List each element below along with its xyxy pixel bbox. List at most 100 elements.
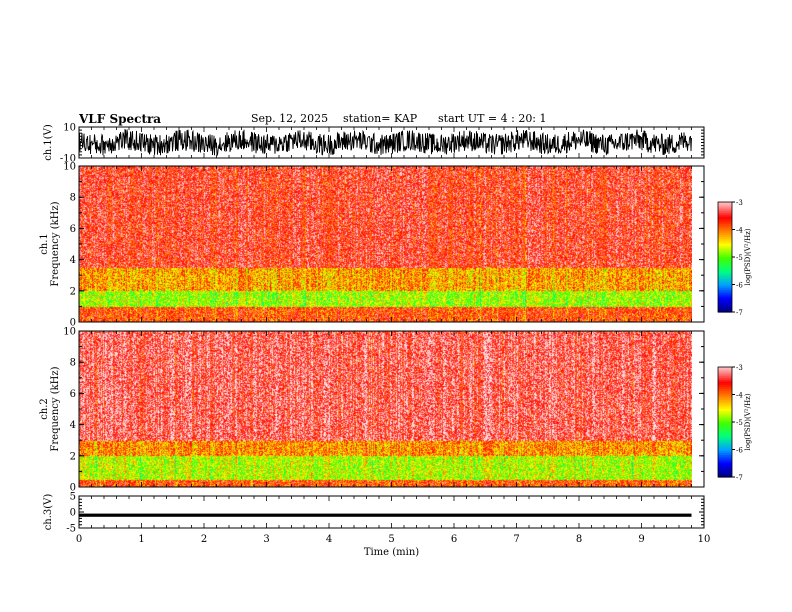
ch1-ylabel: ch.1(V) <box>43 124 54 161</box>
ch1-colorbar-cell <box>718 310 732 313</box>
time-tick-label: 2 <box>201 534 207 545</box>
ch1-waveform-ytick-label: 10 <box>63 123 76 134</box>
ch2-colorbar-cell <box>718 390 732 394</box>
time-axis-label: Time (min) <box>364 547 419 558</box>
ch3-waveform-ytick-label: -5 <box>66 524 76 535</box>
ch1-colorbar-cell <box>718 306 732 309</box>
ch2-colorbar-cell <box>718 453 732 456</box>
ch1-colorbar-cell <box>718 202 732 205</box>
ch2-colorbar-cell <box>718 412 732 416</box>
ch2-colorbar-cell <box>718 381 732 385</box>
time-tick-label: 1 <box>138 534 144 545</box>
ch2-colorbar-cell <box>718 471 732 474</box>
time-tick-label: 7 <box>513 534 519 545</box>
ch1-colorbar-cell <box>718 301 732 304</box>
time-tick-label: 0 <box>76 534 82 545</box>
ch1-colorbar-cell <box>718 213 732 216</box>
ch1-spectrogram-ytick-label: 4 <box>70 255 76 266</box>
ch2-colorbar-cell <box>718 409 732 412</box>
date-label: Sep. 12, 2025 <box>251 112 329 125</box>
ch2-colorbar-cell <box>718 400 732 403</box>
ch2-colorbar-tick-label: -7 <box>736 474 743 482</box>
ch1-colorbar-cell <box>718 249 732 253</box>
ch1-spectrogram-ylabel: ch.1Frequency (kHz) <box>39 201 61 286</box>
ch2-colorbar-cell <box>718 401 732 405</box>
ch2-colorbar-cell <box>718 469 732 473</box>
ch2-colorbar-cell <box>718 367 732 370</box>
ch2-colorbar-cell <box>718 396 732 399</box>
time-tick-label: 4 <box>326 534 332 545</box>
ch2-spectrogram-ytick-label: 2 <box>70 451 76 462</box>
ch2-colorbar-cell <box>718 449 732 452</box>
ch2-colorbar-cell <box>718 429 732 432</box>
ch2-colorbar-cell <box>718 376 732 379</box>
ch2-colorbar-cell <box>718 387 732 390</box>
ch1-colorbar-cell <box>718 224 732 227</box>
ch2-colorbar-cell <box>718 466 732 469</box>
ch1-colorbar-cell <box>718 297 732 300</box>
ch1-colorbar-cell <box>718 238 732 242</box>
ch2-colorbar-tick-label: -5 <box>736 419 743 427</box>
ch2-spectrogram-ylabel-line: ch.2 <box>39 398 50 420</box>
ch1-colorbar-cell <box>718 207 732 210</box>
ch1-waveform-line <box>78 128 692 156</box>
ch2-colorbar-cell <box>718 458 732 462</box>
ch1-colorbar-cell <box>718 299 732 302</box>
ch1-colorbar-cell <box>718 214 732 218</box>
ch1-colorbar-tick-label: -3 <box>736 199 743 207</box>
time-tick-label: 5 <box>388 534 394 545</box>
ch2-colorbar-tick-label: -4 <box>736 392 743 400</box>
ch1-colorbar-cell <box>718 216 732 220</box>
ch1-colorbar-cell <box>718 260 732 264</box>
ch2-colorbar-cell <box>718 456 732 460</box>
ch2-colorbar-cell <box>718 405 732 408</box>
ch1-colorbar-cell <box>718 279 732 282</box>
ch2-colorbar-cell <box>718 447 732 451</box>
ch1-colorbar-cell <box>718 244 732 247</box>
ch2-colorbar-cell <box>718 473 732 476</box>
ch2-colorbar-cell <box>718 451 732 454</box>
ch2-colorbar-cell <box>718 414 732 418</box>
ch1-colorbar-cell <box>718 227 732 231</box>
ch1-colorbar-cell <box>718 235 732 238</box>
station-label: station= KAP <box>343 112 418 125</box>
ch2-colorbar-tick-label: -3 <box>736 364 743 372</box>
ch2-colorbar-cell <box>718 462 732 465</box>
ch1-spectrogram-ytick-label: 6 <box>70 224 76 235</box>
ch2-colorbar-cell <box>718 455 732 458</box>
ch1-colorbar-cell <box>718 255 732 258</box>
ch1-colorbar-cell <box>718 277 732 280</box>
ch1-colorbar-cell <box>718 264 732 267</box>
start-time-label: start UT = 4 : 20: 1 <box>438 112 547 125</box>
ch1-colorbar-cell <box>718 302 732 306</box>
ch2-colorbar-cell <box>718 440 732 443</box>
ch2-spectrogram-ylabel: ch.2Frequency (kHz) <box>39 366 61 451</box>
time-tick-label: 6 <box>451 534 457 545</box>
ch2-colorbar-cell <box>718 475 732 478</box>
ch1-colorbar-cell <box>718 268 732 271</box>
ch1-colorbar-cell <box>718 220 732 223</box>
ch1-colorbar-cell <box>718 233 732 236</box>
time-tick-label: 10 <box>698 534 711 545</box>
ch2-colorbar-tick-label: -6 <box>736 447 743 455</box>
ch1-colorbar-cell <box>718 304 732 308</box>
ch2-colorbar-label: log(PSD)(V²/Hz) <box>744 393 752 450</box>
ch1-colorbar-cell <box>718 308 732 311</box>
ch2-colorbar-cell <box>718 385 732 388</box>
ch1-spectrogram-image <box>79 166 692 322</box>
ch3-waveform-line <box>79 513 692 517</box>
ch1-colorbar-cell <box>718 262 732 265</box>
ch2-colorbar-cell <box>718 416 732 419</box>
ch1-spectrogram-ylabel-line: Frequency (kHz) <box>50 201 61 286</box>
time-tick-label: 8 <box>576 534 582 545</box>
chart-title: VLF Spectra <box>79 112 162 126</box>
ch2-colorbar-cell <box>718 411 732 414</box>
ch2-colorbar-cell <box>718 370 732 374</box>
ch2-colorbar-cell <box>718 374 732 377</box>
ch2-colorbar-cell <box>718 444 732 447</box>
ch2-colorbar-cell <box>718 407 732 410</box>
ch2-spectrogram-ytick-label: 8 <box>70 358 76 369</box>
ch1-colorbar-tick-label: -7 <box>736 309 743 317</box>
ch2-colorbar-cell <box>718 420 732 423</box>
